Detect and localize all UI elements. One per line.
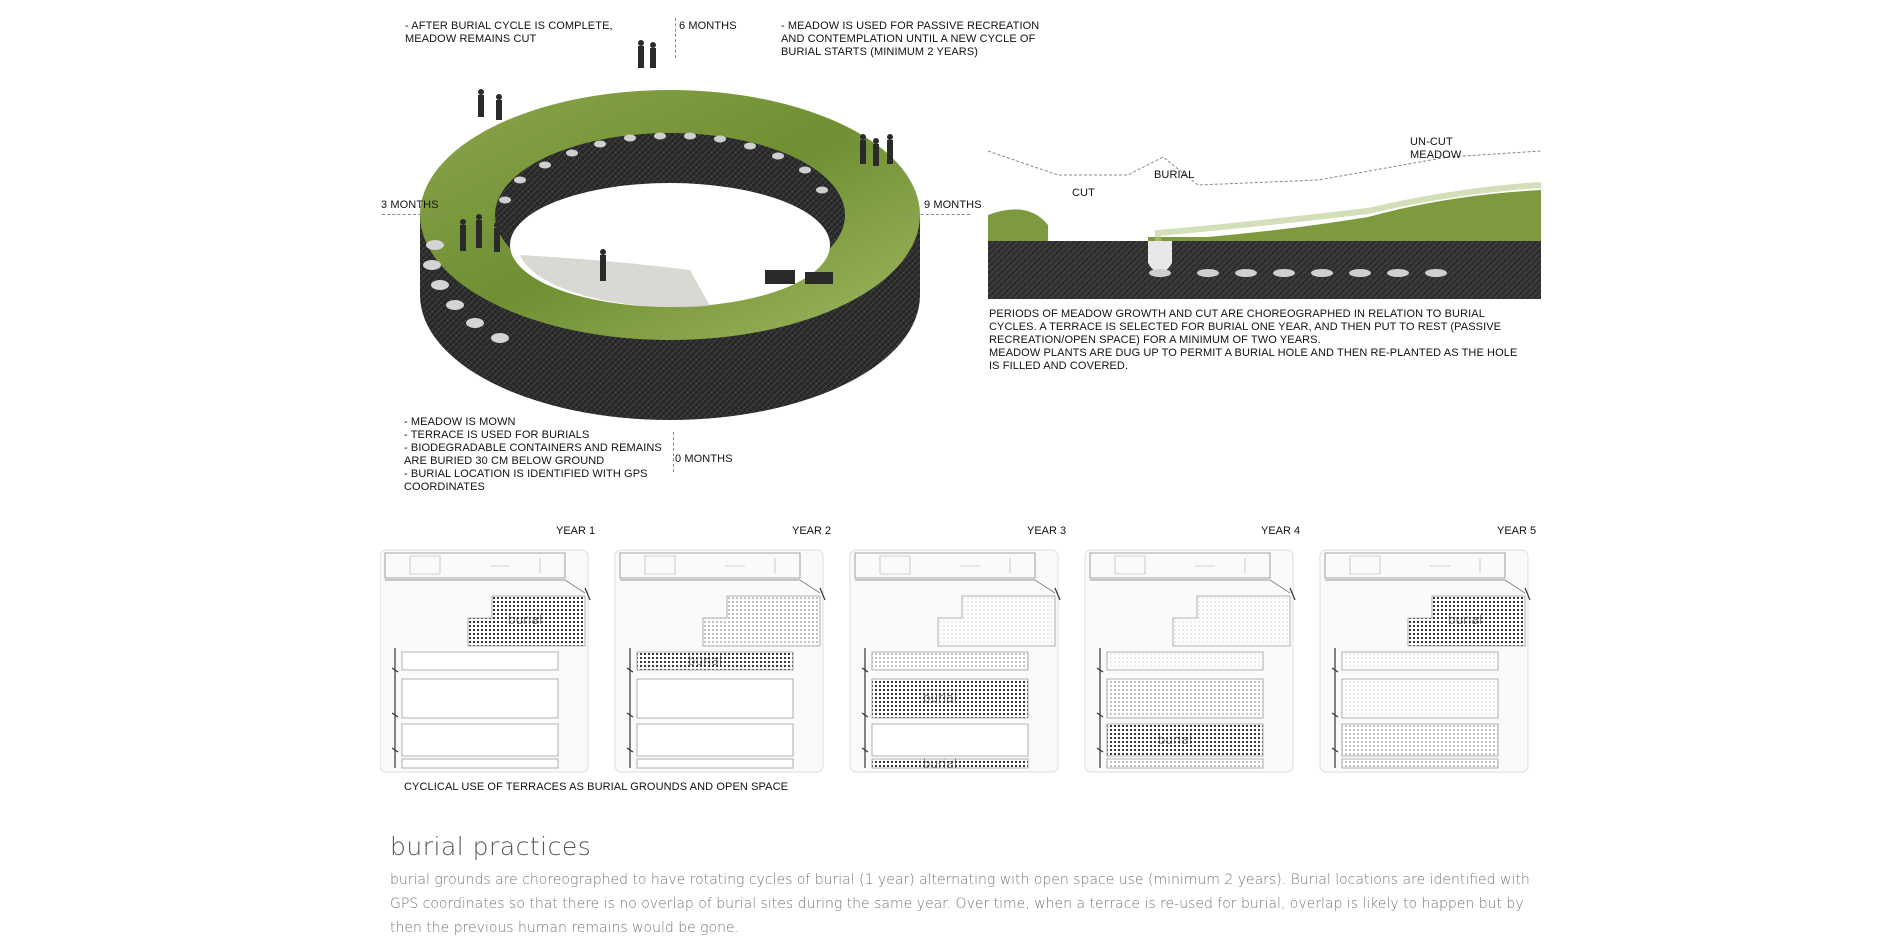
terrace-area (467, 595, 586, 647)
burial-area-label: burial (1158, 733, 1192, 747)
note-meadow-mown: - MEADOW IS MOWN - TERRACE IS USED FOR B… (404, 416, 662, 493)
section-title: burial practices (390, 832, 592, 861)
terrace-area (871, 651, 1029, 671)
terrace-area (1106, 723, 1264, 757)
terrace-area (702, 595, 821, 647)
note-passive-recreation: - MEADOW IS USED FOR PASSIVE RECREATION … (781, 20, 1040, 58)
label-3-months: 3 MONTHS (381, 199, 439, 211)
axis-6-months (675, 18, 676, 58)
terrace-area (1407, 595, 1526, 647)
terrace-area (871, 678, 1029, 719)
terrace-area (937, 595, 1056, 647)
label-9-months: 9 MONTHS (924, 199, 982, 211)
label-0-months: 0 MONTHS (675, 453, 733, 465)
terrace-area (1106, 678, 1264, 719)
terrace-plan-4: burial (1084, 549, 1296, 773)
terrace-area (401, 678, 559, 719)
plans-caption: CYCLICAL USE OF TERRACES AS BURIAL GROUN… (404, 781, 789, 793)
terrace-area (1341, 678, 1499, 719)
terrace-area (401, 651, 559, 671)
terrace-plans: burial burial burial burial burial burial (380, 549, 1531, 773)
axis-0-months (673, 432, 674, 472)
terrace-area (1172, 595, 1291, 647)
burial-area-label: burial (923, 691, 957, 705)
terrace-area (1341, 723, 1499, 757)
year-label-4: YEAR 4 (1261, 525, 1301, 537)
terrace-area (636, 678, 794, 719)
terrace-area (871, 723, 1029, 757)
year-label-1: YEAR 1 (556, 525, 596, 537)
burial-area-label: burial (688, 654, 722, 668)
terrace-area (636, 651, 794, 671)
burial-area-label: burial (923, 757, 957, 771)
axis-3-months (382, 214, 442, 215)
terrace-area (401, 723, 559, 757)
year-label-5: YEAR 5 (1497, 525, 1537, 537)
section-label-burial: BURIAL (1154, 169, 1195, 181)
section-body-text: burial grounds are choreographed to have… (390, 872, 1530, 936)
terrace-area (871, 758, 1029, 769)
terrace-plan-3: burial burial (849, 549, 1061, 773)
terrace-plan-5: burial (1319, 549, 1531, 773)
terrace-area (1106, 758, 1264, 769)
ring-illustration (420, 40, 920, 420)
year-label-2: YEAR 2 (792, 525, 832, 537)
terrace-area (636, 758, 794, 769)
section-label-cut: CUT (1072, 187, 1095, 199)
meadow-section-illustration (988, 150, 1541, 299)
terrace-area (1341, 651, 1499, 671)
section-label-uncut-meadow: UN-CUT MEADOW (1410, 136, 1462, 161)
burial-area-label: burial (508, 613, 542, 627)
axis-9-months (900, 214, 970, 215)
section-description: PERIODS OF MEADOW GROWTH AND CUT ARE CHO… (989, 308, 1518, 372)
year-label-3: YEAR 3 (1027, 525, 1067, 537)
terrace-area (636, 723, 794, 757)
terrace-area (1106, 651, 1264, 671)
burial-area-label: burial (1448, 613, 1482, 627)
terrace-area (401, 758, 559, 769)
terrace-plan-1: burial (380, 549, 591, 773)
terrace-area (1341, 758, 1499, 769)
label-6-months: 6 MONTHS (679, 20, 737, 32)
note-after-burial: - AFTER BURIAL CYCLE IS COMPLETE, MEADOW… (405, 20, 613, 45)
terrace-plan-2: burial (614, 549, 826, 773)
